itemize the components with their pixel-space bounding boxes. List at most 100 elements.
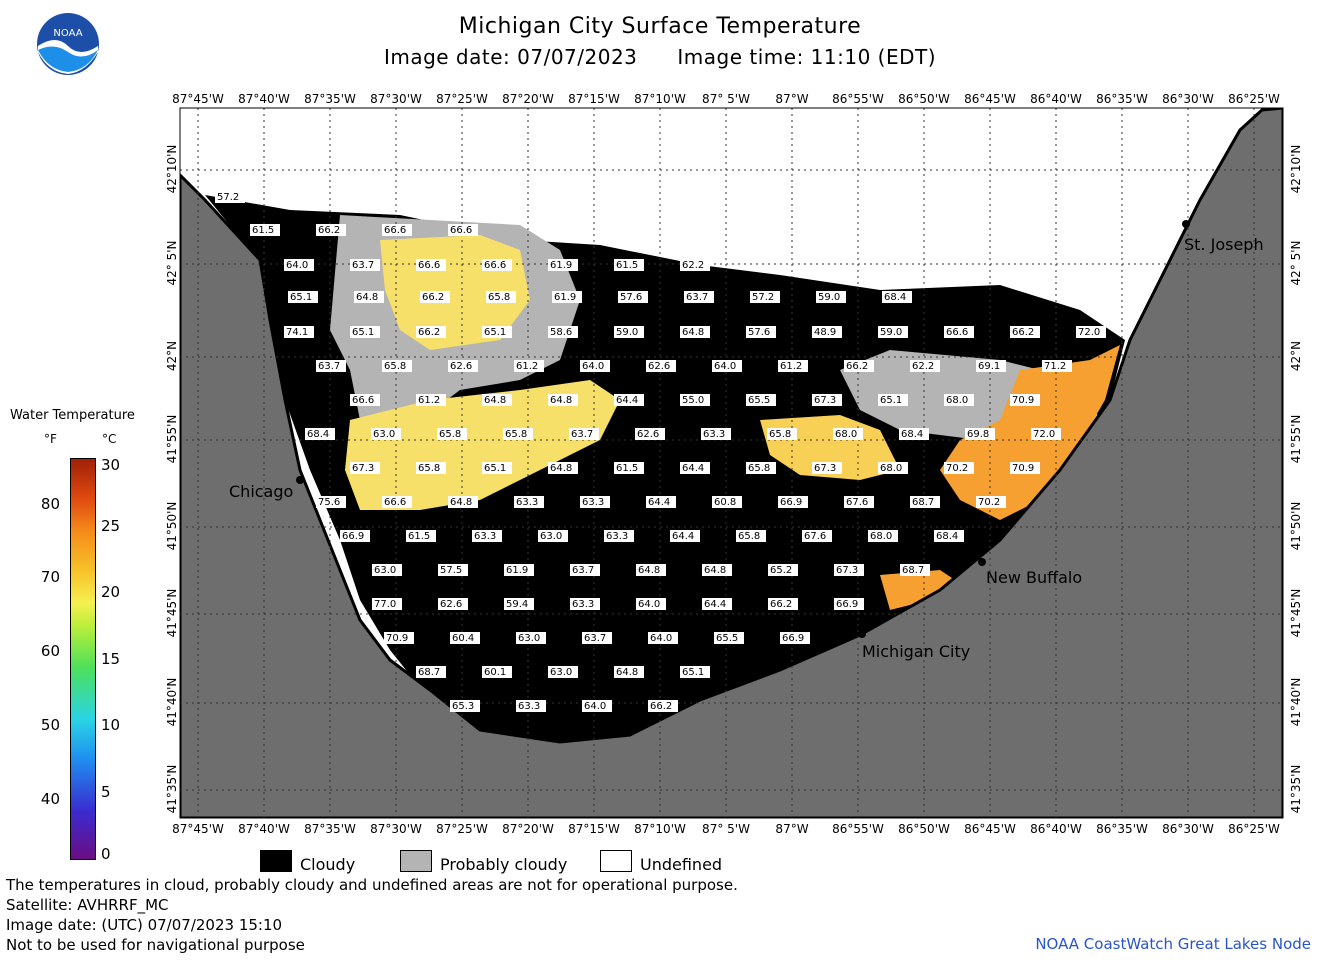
latitude-label: 41°50'N: [165, 501, 179, 551]
city-new-buffalo: New Buffalo: [986, 568, 1083, 587]
temperature-label-bg: [582, 632, 612, 644]
temperature-label: 63.7: [572, 565, 594, 576]
temperature-label-bg: [976, 496, 1006, 508]
temperature-label-bg: [582, 700, 612, 712]
temperature-label: 65.1: [484, 327, 506, 338]
temperature-label: 66.9: [780, 497, 802, 508]
temperature-label-bg: [614, 462, 644, 474]
temperature-label: 61.5: [616, 463, 638, 474]
temperature-label: 65.8: [384, 361, 406, 372]
temperature-label: 68.0: [946, 395, 968, 406]
longitude-label: 86°35'W: [1096, 822, 1148, 836]
temperature-label: 65.8: [738, 531, 760, 542]
latitude-label: 41°45'N: [165, 588, 179, 638]
latitude-label: 42°10'N: [1289, 144, 1303, 194]
temperature-label: 61.9: [554, 292, 576, 303]
temperature-label: 66.2: [418, 327, 440, 338]
temperature-label-bg: [406, 530, 436, 542]
longitude-label: 87°10'W: [634, 92, 686, 106]
longitude-label: 86°55'W: [832, 822, 884, 836]
temperature-label-bg: [910, 360, 940, 372]
temperature-label-bg: [416, 326, 446, 338]
longitude-label: 86°40'W: [1030, 822, 1082, 836]
latitude-label: 42°N: [165, 340, 179, 372]
colorbar: [70, 458, 96, 860]
colorbar-title: Water Temperature: [10, 408, 135, 423]
temperature-label: 66.2: [422, 292, 444, 303]
temperature-label-bg: [868, 530, 898, 542]
latitude-label: 42° 5'N: [1289, 240, 1303, 286]
temperature-label: 68.7: [902, 565, 924, 576]
temperature-label: 66.6: [450, 225, 472, 236]
temperature-label: 58.6: [550, 327, 572, 338]
legend-cloudy-label: Cloudy: [300, 855, 356, 874]
temperature-label-bg: [684, 291, 714, 303]
st-joseph-marker: [1182, 220, 1190, 228]
temperature-label: 65.3: [452, 701, 474, 712]
temperature-label: 57.2: [752, 292, 774, 303]
temperature-label-bg: [372, 564, 402, 576]
city-michigan-city: Michigan City: [862, 642, 971, 661]
credit: NOAA CoastWatch Great Lakes Node: [1035, 935, 1311, 953]
michigan-city-marker: [858, 630, 866, 638]
temperature-label: 64.8: [450, 497, 472, 508]
temperature-label: 62.6: [450, 361, 472, 372]
temperature-label-bg: [1076, 326, 1106, 338]
temperature-label: 60.8: [714, 497, 736, 508]
image-date: Image date: 07/07/2023: [383, 45, 638, 69]
latitude-label: 41°35'N: [1289, 764, 1303, 814]
temperature-label: 64.8: [682, 327, 704, 338]
temperature-label-bg: [1031, 428, 1061, 440]
temperature-label: 65.8: [505, 429, 527, 440]
temperature-label: 59.0: [818, 292, 840, 303]
temperature-label: 75.6: [318, 497, 340, 508]
colorbar-unit-c: °C: [102, 432, 117, 446]
city-st-joseph: St. Joseph: [1184, 235, 1264, 254]
temperature-label: 66.6: [384, 225, 406, 236]
temperature-label-bg: [767, 428, 797, 440]
colorbar-f-tick: 40: [40, 790, 60, 808]
temperature-label-bg: [504, 598, 534, 610]
temperature-label-bg: [802, 530, 832, 542]
temperature-label-bg: [702, 598, 732, 610]
temperature-label-bg: [944, 326, 974, 338]
temperature-label: 64.8: [638, 565, 660, 576]
temperature-label-bg: [878, 462, 908, 474]
temperature-label-bg: [482, 394, 512, 406]
temperature-label-bg: [482, 326, 512, 338]
latitude-label: 42°N: [1289, 340, 1303, 372]
temperature-label-bg: [646, 360, 676, 372]
temperature-label: 65.5: [748, 395, 770, 406]
temperature-label: 64.4: [616, 395, 638, 406]
temperature-label: 71.2: [1044, 361, 1066, 372]
title-block: Michigan City Surface Temperature Image …: [300, 14, 1020, 69]
temperature-label-bg: [882, 291, 912, 303]
temperature-label: 63.0: [518, 633, 540, 644]
temperature-label: 63.3: [474, 531, 496, 542]
temperature-label-bg: [482, 259, 512, 271]
temperature-label-bg: [570, 564, 600, 576]
temperature-label: 63.3: [572, 599, 594, 610]
longitude-label: 86°45'W: [964, 822, 1016, 836]
colorbar-c-tick: 20: [101, 583, 121, 601]
latitude-label: 42° 5'N: [165, 240, 179, 286]
temperature-label-bg: [778, 360, 808, 372]
svg-text:NOAA: NOAA: [53, 28, 82, 39]
temperature-label-bg: [1042, 360, 1072, 372]
longitude-label: 87°15'W: [568, 92, 620, 106]
temperature-label: 66.2: [1012, 327, 1034, 338]
land-west-south: [180, 108, 1283, 818]
longitude-label: 87°45'W: [172, 92, 224, 106]
temperature-label-bg: [750, 291, 780, 303]
temperature-label-bg: [768, 598, 798, 610]
temperature-label-bg: [701, 428, 731, 440]
latitude-label: 41°40'N: [1289, 677, 1303, 727]
temperature-label: 69.1: [978, 361, 1000, 372]
colorbar-c-tick: 0: [101, 845, 111, 863]
temperature-label: 68.0: [880, 463, 902, 474]
temperature-label-bg: [438, 564, 468, 576]
temperature-label: 67.3: [836, 565, 858, 576]
temperature-label-bg: [618, 291, 648, 303]
temperature-label-bg: [636, 598, 666, 610]
colorbar-f-tick: 60: [40, 642, 60, 660]
